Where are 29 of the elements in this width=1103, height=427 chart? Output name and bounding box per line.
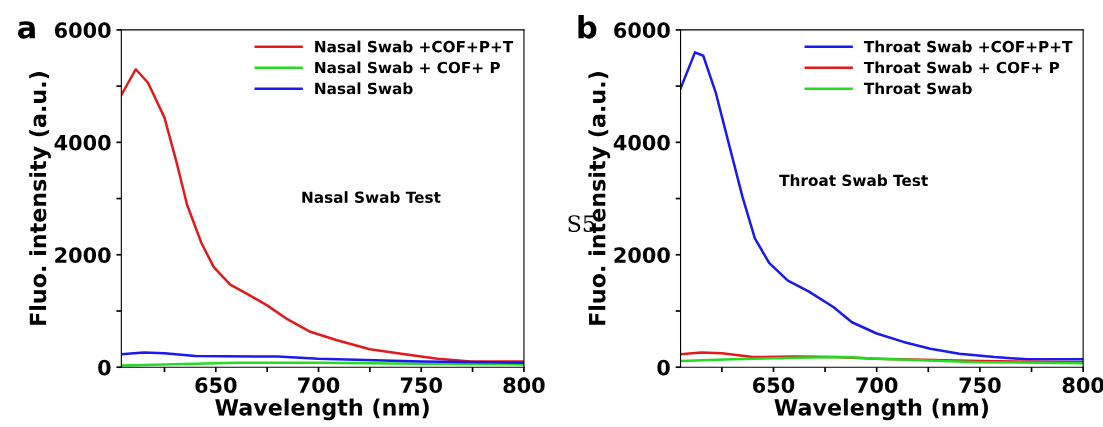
y-tick-label: 4000: [54, 134, 111, 151]
y-tick-label: 2000: [55, 247, 111, 263]
annotation: Nasal Swab Test: [302, 191, 441, 203]
x-tick-label: 700: [298, 377, 340, 394]
y-tick-label: 4000: [613, 134, 670, 151]
x-tick-label: 650: [753, 377, 795, 394]
x-tick-label: 800: [1062, 377, 1103, 394]
legend-label: Throat Swab + COF+ P: [863, 61, 1060, 74]
chart-title: a: [17, 21, 35, 39]
legend-label: Nasal Swab: [315, 82, 413, 95]
legend-label: Throat Swab +COF+P+T: [863, 40, 1073, 53]
y-tick-label: 6000: [54, 22, 111, 39]
y-tick-label: 2000: [614, 247, 670, 263]
legend-label: Nasal Swab + COF+ P: [315, 61, 501, 74]
x-axis-title: Wavelength (nm): [215, 398, 429, 421]
x-tick-label: 650: [195, 377, 237, 394]
y-axis-title: Fluo. intensity (a.u.): [29, 72, 51, 325]
x-tick-label: 700: [856, 377, 898, 394]
y-tick-label: 0: [98, 359, 111, 376]
x-tick-label: 750: [959, 377, 1001, 394]
y-tick-label: 0: [657, 359, 670, 376]
chart-title: b: [578, 15, 597, 39]
y-tick-label: 6000: [614, 22, 670, 39]
x-axis-title: Wavelength (nm): [774, 398, 989, 421]
legend-label: Nasal Swab +COF+P+T: [315, 40, 514, 53]
x-tick-label: 750: [400, 377, 442, 394]
annotation: Throat Swab Test: [779, 174, 928, 187]
legend-label: Throat Swab: [863, 82, 972, 95]
x-tick-label: 800: [503, 377, 545, 394]
